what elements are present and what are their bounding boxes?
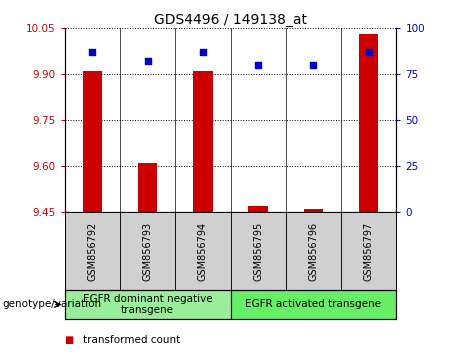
Point bbox=[89, 50, 96, 55]
Point bbox=[310, 62, 317, 68]
Bar bbox=[359, 34, 378, 212]
Bar bbox=[138, 163, 157, 212]
Bar bbox=[304, 209, 323, 212]
Text: EGFR activated transgene: EGFR activated transgene bbox=[245, 299, 382, 309]
Text: ■: ■ bbox=[65, 335, 74, 345]
Text: GSM856795: GSM856795 bbox=[253, 222, 263, 281]
Bar bbox=[65, 212, 120, 290]
Text: GSM856797: GSM856797 bbox=[364, 222, 374, 281]
Text: GSM856794: GSM856794 bbox=[198, 222, 208, 281]
Bar bbox=[83, 71, 102, 212]
Bar bbox=[175, 212, 230, 290]
Title: GDS4496 / 149138_at: GDS4496 / 149138_at bbox=[154, 13, 307, 27]
Text: EGFR dominant negative
transgene: EGFR dominant negative transgene bbox=[83, 293, 213, 315]
Bar bbox=[230, 290, 396, 319]
Bar bbox=[341, 212, 396, 290]
Bar bbox=[248, 206, 268, 212]
Bar bbox=[230, 212, 286, 290]
Point bbox=[199, 50, 207, 55]
Point bbox=[254, 62, 262, 68]
Bar bbox=[193, 71, 213, 212]
Text: GSM856796: GSM856796 bbox=[308, 222, 319, 281]
Text: transformed count: transformed count bbox=[83, 335, 180, 345]
Text: genotype/variation: genotype/variation bbox=[2, 299, 101, 309]
Point bbox=[365, 50, 372, 55]
Point bbox=[144, 59, 151, 64]
Bar bbox=[65, 290, 230, 319]
Bar bbox=[286, 212, 341, 290]
Bar bbox=[120, 212, 175, 290]
Text: GSM856792: GSM856792 bbox=[87, 222, 97, 281]
Text: GSM856793: GSM856793 bbox=[142, 222, 153, 281]
